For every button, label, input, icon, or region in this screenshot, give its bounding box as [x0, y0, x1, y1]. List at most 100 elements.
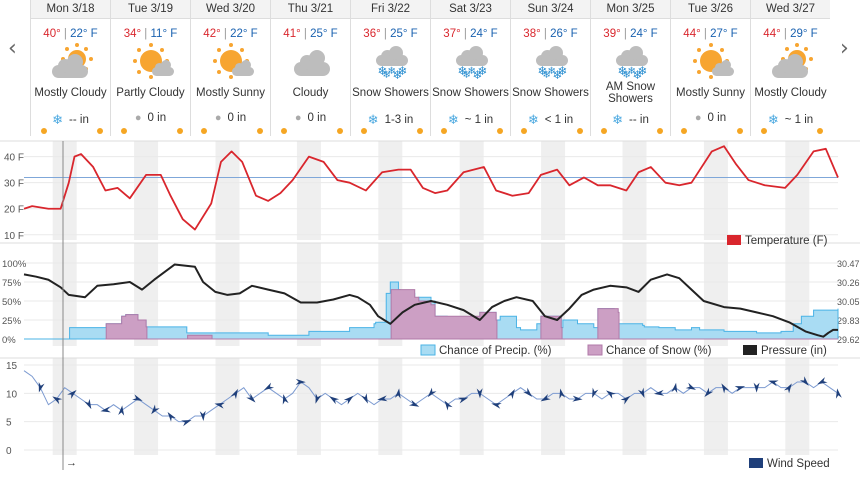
- sun-marker-dot: [41, 128, 47, 134]
- wind-direction-arrow: [246, 393, 256, 403]
- wind-direction-arrow: [408, 399, 420, 407]
- day-temps: 40° | 22° F: [31, 28, 110, 40]
- day-date: Mon 3/25: [591, 0, 670, 19]
- sun-marker-dot: [681, 128, 687, 134]
- wind-legend-label: Wind Speed: [767, 458, 830, 470]
- temp-separator: |: [540, 28, 551, 40]
- wind-legend-swatch: [749, 458, 763, 468]
- y2-tick-label: 30.47: [837, 259, 860, 269]
- previous-days-button[interactable]: ‹: [8, 36, 17, 61]
- sun-marker-dot: [281, 128, 287, 134]
- condition-text: Snow Showers: [352, 87, 429, 99]
- wind-direction-arrow: [572, 395, 583, 402]
- wind-direction-arrow: [181, 419, 192, 427]
- wind-direction-arrow: [427, 387, 437, 398]
- night-band: [541, 141, 566, 240]
- precip-value: ~ 1 in: [464, 114, 494, 126]
- night-band: [703, 358, 728, 455]
- wind-direction-arrow: [653, 389, 665, 396]
- high-temp: 42°: [203, 28, 221, 40]
- wind-direction-arrow: [100, 406, 111, 413]
- sun-marker-dot: [601, 128, 607, 134]
- day-temps: 44° | 27° F: [671, 28, 750, 40]
- day-date: Tue 3/26: [671, 0, 750, 19]
- night-band: [296, 243, 321, 346]
- wind-direction-arrow: [753, 382, 760, 393]
- wind-direction-arrow: [343, 395, 354, 405]
- night-band: [215, 358, 240, 455]
- temp-separator: |: [780, 28, 791, 40]
- temp-separator: |: [380, 28, 391, 40]
- precip-amount: ● 0 in: [671, 112, 750, 124]
- sun-marker-dot: [177, 128, 183, 134]
- next-days-button[interactable]: ›: [840, 36, 849, 61]
- temp-separator: |: [460, 28, 471, 40]
- y2-tick-label: 29.62: [837, 335, 860, 345]
- low-temp: 26° F: [550, 28, 578, 40]
- raindrop-icon: ●: [214, 112, 222, 124]
- day-card: Wed 3/27 44° | 29° F Mostly Cloudy ❄ ~ 1 in: [750, 0, 830, 136]
- precip-amount: ❄ ~ 1 in: [751, 112, 830, 128]
- wind-direction-arrow: [38, 382, 45, 393]
- day-temps: 44° | 29° F: [751, 28, 830, 40]
- sun-marker-dot: [497, 128, 503, 134]
- wind-chart: 15 10 5 0: [0, 357, 860, 457]
- wind-direction-arrow: [685, 382, 696, 390]
- night-band: [622, 358, 647, 455]
- snow-icon: ❄ ❄ ❄ ❄ ❄: [366, 46, 416, 81]
- night-band: [703, 141, 728, 240]
- wind-direction-arrow: [315, 393, 322, 404]
- day-date: Thu 3/21: [271, 0, 350, 19]
- sun-markers: [355, 128, 426, 134]
- wind-direction-arrow: [457, 397, 469, 404]
- wind-direction-arrow: [734, 386, 746, 392]
- sun-marker-dot: [257, 128, 263, 134]
- low-temp: 24° F: [630, 28, 658, 40]
- wind-direction-arrow: [559, 388, 566, 399]
- day-date: Sat 3/23: [431, 0, 510, 19]
- precip-value: -- in: [69, 114, 89, 126]
- night-band: [52, 358, 77, 455]
- condition-text: Snow Showers: [432, 87, 509, 99]
- condition-text: AM Snow Showers: [605, 81, 656, 105]
- day-card: Sat 3/23 37° | 24° F ❄ ❄ ❄ ❄ ❄ Snow Showers ❄ ~ 1…: [430, 0, 510, 136]
- precip-value: 0 in: [707, 112, 727, 124]
- wind-direction-arrow: [799, 376, 809, 386]
- raindrop-icon: ●: [694, 112, 702, 124]
- pressure-legend-label: Pressure (in): [761, 345, 827, 357]
- cloudy-sun-icon: [46, 43, 96, 80]
- sun-cloud-icon: [126, 43, 176, 80]
- wind-direction-arrow: [704, 387, 714, 398]
- sun-markers: [195, 128, 266, 134]
- y-tick-label: 25%: [2, 316, 22, 327]
- day-card: Sun 3/24 38° | 26° F ❄ ❄ ❄ ❄ ❄ Snow Showers ❄ < 1…: [510, 0, 590, 136]
- day-date: Wed 3/27: [751, 0, 830, 19]
- low-temp: 25° F: [390, 28, 418, 40]
- night-band: [378, 141, 403, 240]
- temp-separator: |: [60, 28, 71, 40]
- wind-direction-arrow: [377, 395, 388, 402]
- sun-marker-dot: [761, 128, 767, 134]
- wind-direction-arrow: [199, 410, 206, 421]
- sun-markers: [435, 128, 506, 134]
- wind-direction-arrow: [540, 394, 551, 402]
- day-temps: 42° | 22° F: [191, 28, 270, 40]
- night-band: [785, 358, 810, 455]
- night-band: [459, 141, 484, 240]
- sun-marker-dot: [337, 128, 343, 134]
- y-tick-label: 10 F: [4, 231, 24, 242]
- wind-direction-arrow: [282, 394, 289, 405]
- day-temps: 39° | 24° F: [591, 28, 670, 40]
- night-band: [378, 358, 403, 455]
- precip-amount: ❄ 1-3 in: [351, 112, 430, 128]
- raindrop-icon: ●: [134, 112, 142, 124]
- high-temp: 40°: [43, 28, 61, 40]
- y2-tick-label: 30.05: [837, 297, 860, 307]
- y-tick-label: 5: [6, 418, 12, 429]
- day-card: Tue 3/19 34° | 11° F Partly Cloudy ● 0 in: [110, 0, 190, 136]
- wind-direction-arrow: [476, 388, 483, 399]
- precip-value: ~ 1 in: [784, 114, 814, 126]
- precip-legend-swatch: [420, 344, 436, 356]
- temperature-chart: 40 F 30 F 20 F 10 F: [0, 140, 860, 242]
- precip-amount: ● 0 in: [271, 112, 350, 124]
